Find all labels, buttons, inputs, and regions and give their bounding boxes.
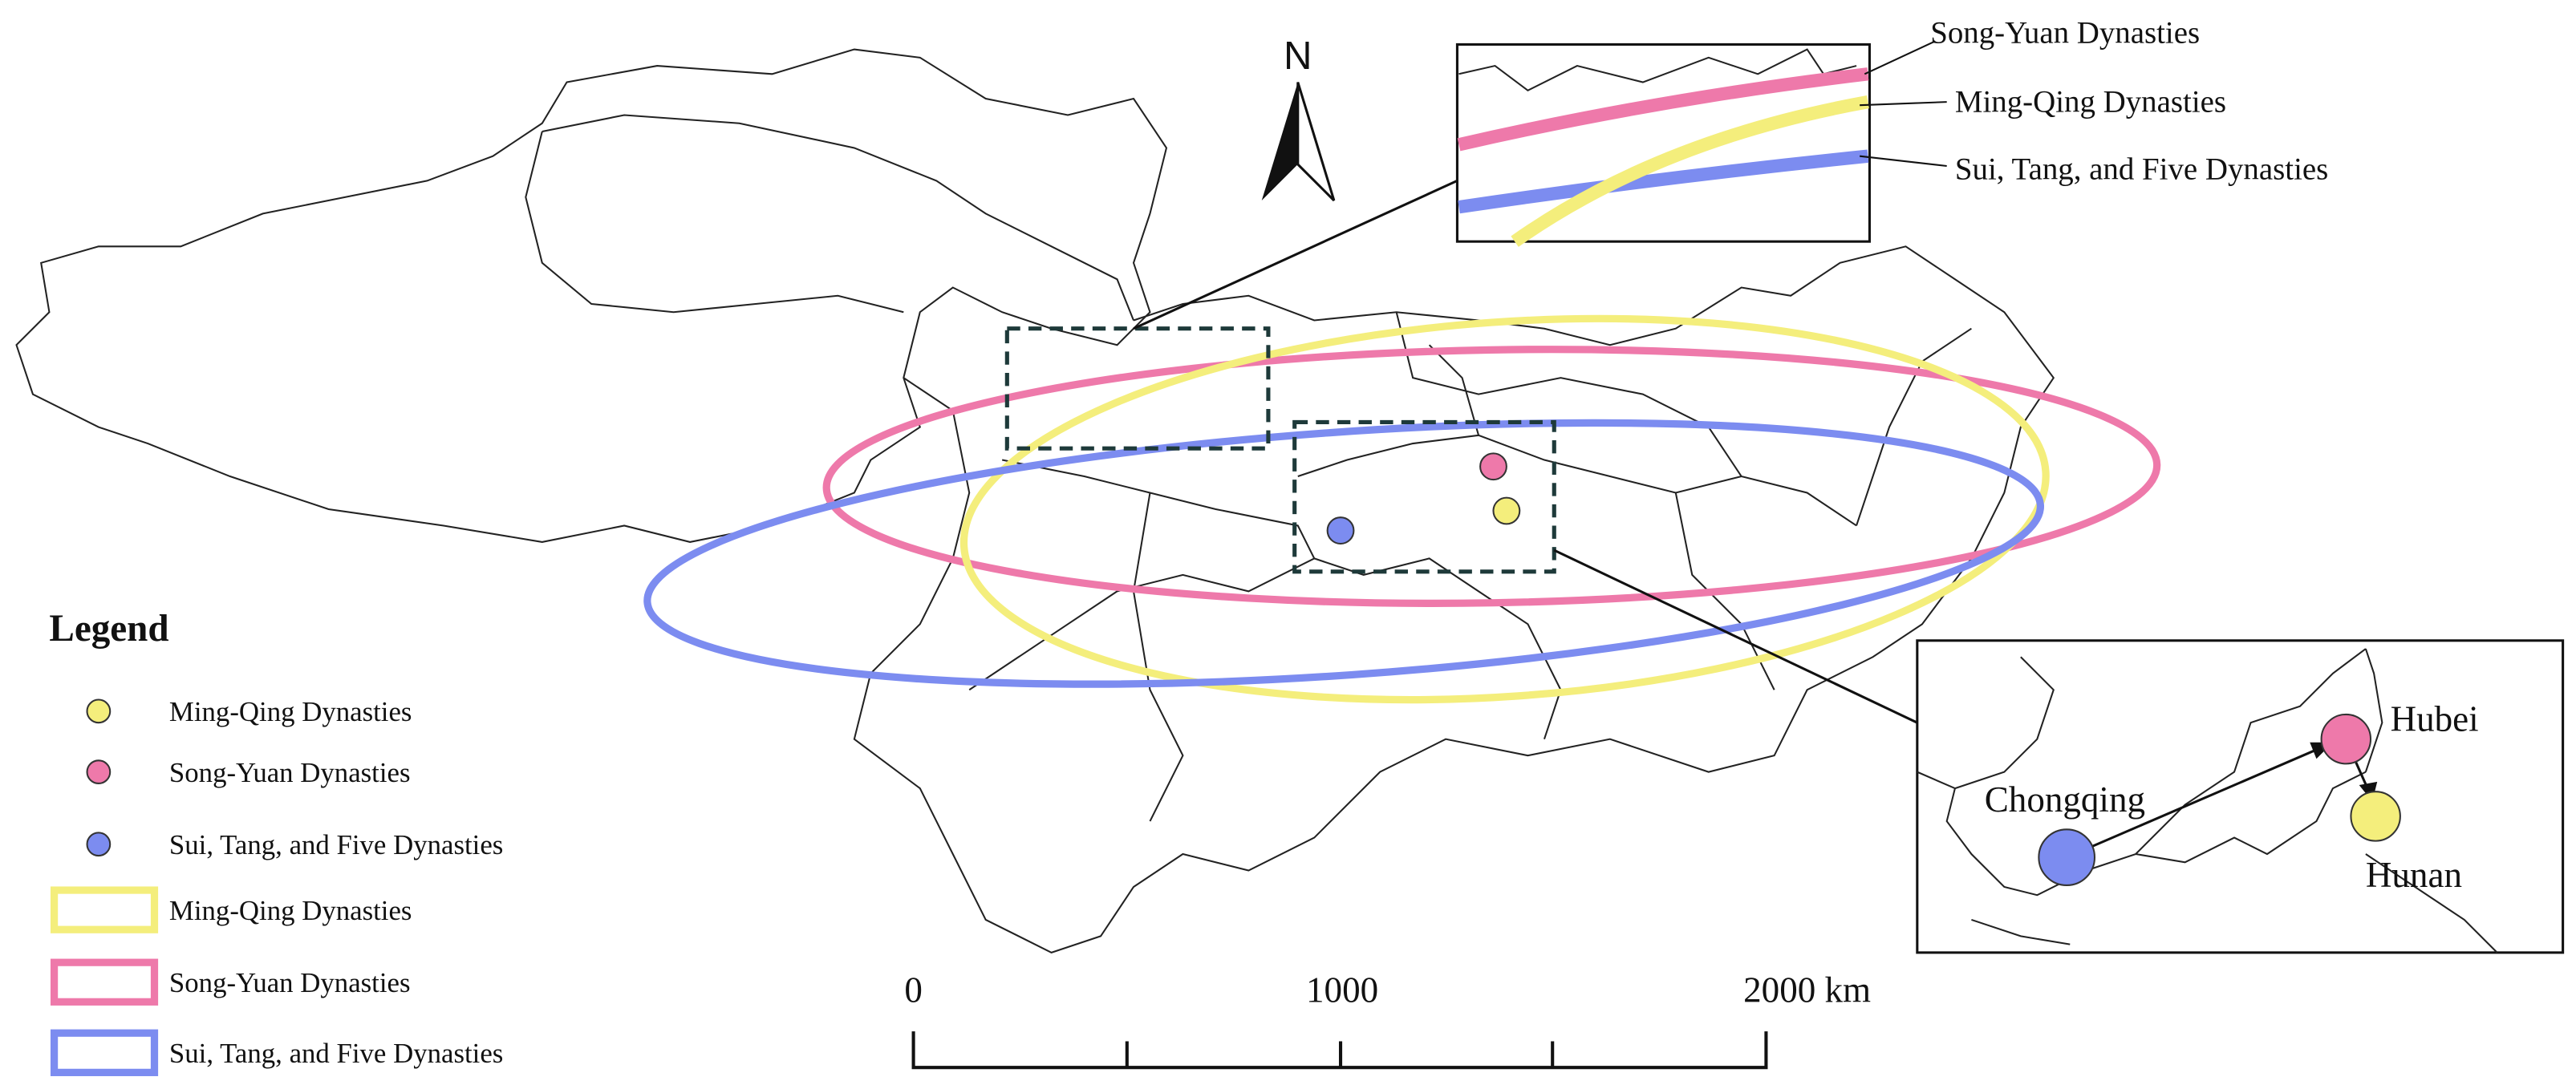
inset-arc <box>1458 149 1869 214</box>
north-arrow <box>1296 82 1336 202</box>
legend-label: Song-Yuan Dynasties <box>169 757 411 788</box>
leader <box>1860 101 1947 107</box>
legend-swatch <box>50 886 159 933</box>
connector <box>1553 549 1918 724</box>
legend-label: Sui, Tang, and Five Dynasties <box>169 829 503 860</box>
centroid <box>2038 828 2096 886</box>
north-label: N <box>1284 34 1312 78</box>
scale-label: 2000 km <box>1743 970 1871 1010</box>
place-label: Hunan <box>2366 855 2462 895</box>
scale-label: 1000 <box>1306 970 1378 1010</box>
centroid <box>2320 713 2372 765</box>
centroid <box>1492 496 1521 525</box>
leader <box>1864 40 1936 75</box>
legend-label: Sui, Tang, and Five Dynasties <box>169 1038 503 1069</box>
inset-arc <box>1511 95 1869 247</box>
boundary <box>1458 48 1857 91</box>
ellipse <box>643 419 2045 688</box>
centroid <box>1326 516 1355 544</box>
scale-label: 0 <box>904 970 923 1010</box>
zoom-box <box>1004 326 1271 451</box>
place-label: Hubei <box>2391 698 2479 739</box>
legend-label: Ming-Qing Dynasties <box>169 895 412 926</box>
legend-label: Ming-Qing Dynasties <box>169 696 412 727</box>
ellipse <box>822 346 2161 607</box>
place-label: Chongqing <box>1985 779 2145 820</box>
legend-point <box>86 698 112 724</box>
callout: Ming-Qing Dynasties <box>1955 84 2226 119</box>
centroid <box>2350 791 2401 842</box>
boundary <box>1917 648 2498 953</box>
inset <box>1916 639 2565 954</box>
legend-point <box>86 832 112 857</box>
leader <box>1860 155 1947 167</box>
ellipse <box>959 314 2050 704</box>
legend-swatch <box>50 1029 159 1076</box>
callout: Sui, Tang, and Five Dynasties <box>1955 152 2328 186</box>
connector <box>1133 180 1458 330</box>
legend-point <box>86 759 112 784</box>
arrow <box>2066 743 2331 859</box>
legend-title: Legend <box>49 608 168 650</box>
legend-swatch <box>50 958 159 1006</box>
inset-arc <box>1457 67 1869 152</box>
north-arrow <box>1261 82 1298 200</box>
centroid <box>1479 452 1507 481</box>
zoom-box <box>1292 419 1556 574</box>
scale-bar <box>911 1031 1768 1070</box>
legend-label: Song-Yuan Dynasties <box>169 967 411 998</box>
callout: Song-Yuan Dynasties <box>1930 15 2200 50</box>
